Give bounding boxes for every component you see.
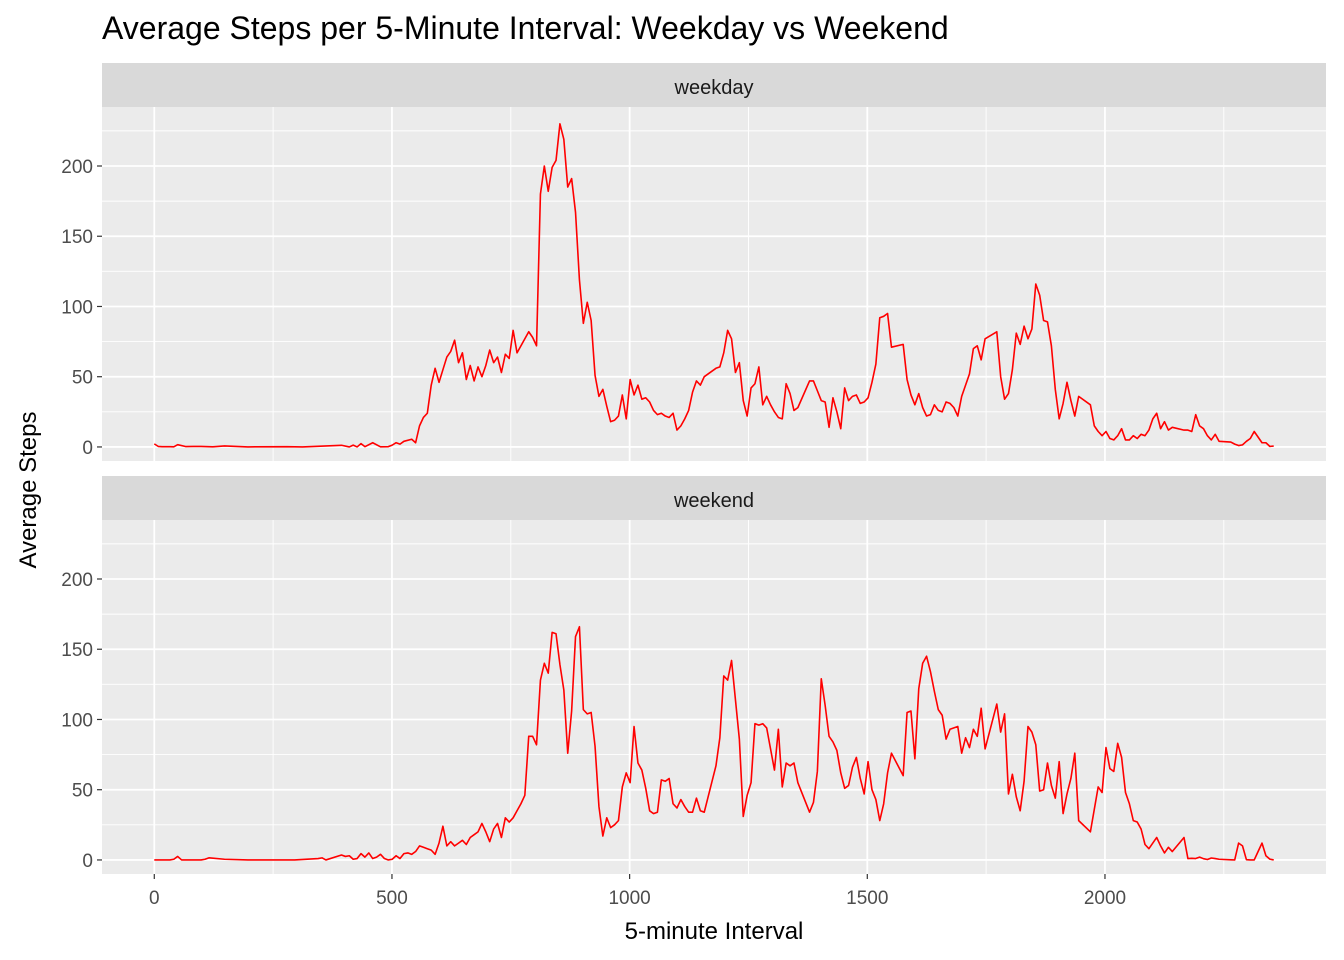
plot-background-weekend xyxy=(102,520,1326,874)
x-axis-title: 5-minute Interval xyxy=(625,918,804,945)
x-tick-label-1000: 1000 xyxy=(608,888,650,909)
x-tick-label-0: 0 xyxy=(149,888,160,909)
y-tick-label-weekend-200: 200 xyxy=(61,570,93,591)
x-tick-label-2000: 2000 xyxy=(1084,888,1126,909)
x-tick-label-1500: 1500 xyxy=(846,888,888,909)
y-tick-label-weekend-50: 50 xyxy=(72,781,93,802)
panel-weekday: weekday 0 50 100 150 200 xyxy=(61,63,1326,461)
y-tick-label-weekday-150: 150 xyxy=(61,227,93,248)
y-tick-label-weekday-200: 200 xyxy=(61,157,93,178)
panel-weekend: weekend 0 50 100 150 200 xyxy=(61,476,1326,874)
strip-background-weekend xyxy=(102,476,1326,520)
strip-background-weekday xyxy=(102,63,1326,107)
strip-label-weekday: weekday xyxy=(674,77,754,99)
strip-label-weekend: weekend xyxy=(673,490,754,512)
plot-background-weekday xyxy=(102,107,1326,461)
y-tick-label-weekday-100: 100 xyxy=(61,297,93,318)
y-tick-label-weekday-50: 50 xyxy=(72,368,93,389)
y-axis-ticks-weekend: 0 50 100 150 200 xyxy=(61,570,102,872)
x-tick-label-500: 500 xyxy=(376,888,408,909)
y-tick-label-weekend-100: 100 xyxy=(61,710,93,731)
y-tick-label-weekend-0: 0 xyxy=(82,851,93,872)
y-tick-label-weekend-150: 150 xyxy=(61,640,93,661)
y-tick-label-weekday-0: 0 xyxy=(82,438,93,459)
y-axis-title: Average Steps xyxy=(15,412,42,569)
series-line-weekday xyxy=(153,123,1274,448)
y-axis-ticks-weekday: 0 50 100 150 200 xyxy=(61,157,102,459)
series-line-weekend xyxy=(154,625,1274,861)
x-axis: 0 500 1000 1500 2000 xyxy=(149,874,1126,909)
chart-title: Average Steps per 5-Minute Interval: Wee… xyxy=(102,10,949,46)
